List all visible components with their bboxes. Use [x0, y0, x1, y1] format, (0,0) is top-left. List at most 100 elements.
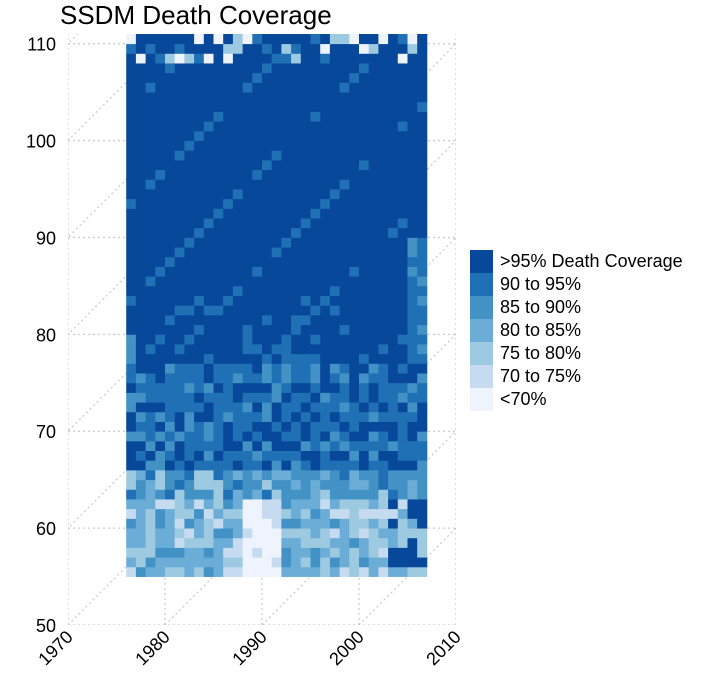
heatmap-cell — [194, 431, 205, 442]
heatmap-cell — [223, 82, 234, 93]
heatmap-cell — [407, 227, 418, 238]
legend-swatch — [470, 342, 493, 365]
heatmap-cell — [194, 314, 205, 326]
heatmap-cell — [417, 489, 428, 500]
heatmap-cell — [417, 43, 428, 54]
heatmap-cell — [203, 72, 214, 83]
heatmap-cell — [329, 537, 340, 548]
heatmap-cell — [145, 334, 156, 345]
heatmap-cell — [339, 353, 350, 364]
heatmap-cell — [339, 237, 350, 248]
heatmap-cell — [194, 421, 205, 432]
heatmap-cell — [232, 363, 243, 374]
heatmap-cell — [262, 159, 273, 171]
heatmap-cell — [232, 344, 243, 355]
heatmap-cell — [407, 43, 418, 54]
heatmap-cell — [417, 499, 428, 510]
heatmap-cell — [135, 169, 146, 180]
heatmap-cell — [388, 150, 399, 161]
heatmap-cell — [300, 324, 311, 335]
heatmap-cell — [417, 479, 428, 490]
heatmap-cell — [368, 169, 379, 180]
heatmap-cell — [213, 72, 224, 83]
heatmap-cell — [242, 566, 253, 577]
heatmap-cell — [194, 189, 205, 200]
heatmap-cell — [397, 450, 408, 461]
heatmap-cell — [203, 547, 214, 558]
heatmap-cell — [155, 72, 166, 83]
heatmap-cell — [135, 285, 146, 296]
heatmap-cell — [213, 169, 224, 180]
heatmap-cell — [155, 421, 166, 432]
heatmap-cell — [397, 179, 408, 190]
heatmap-cell — [368, 237, 379, 248]
heatmap-cell — [349, 169, 360, 180]
heatmap-cell — [184, 237, 195, 248]
heatmap-cell — [223, 469, 234, 481]
heatmap-cell — [165, 237, 176, 248]
heatmap-cell — [310, 43, 321, 54]
heatmap-cell — [339, 344, 350, 355]
heatmap-cell — [242, 34, 253, 45]
heatmap-cell — [378, 34, 389, 45]
heatmap-cell — [271, 198, 282, 209]
heatmap-cell — [300, 528, 311, 539]
heatmap-cell — [359, 53, 370, 64]
heatmap-cell — [329, 208, 340, 219]
heatmap-cell — [194, 101, 205, 112]
heatmap-cell — [310, 528, 321, 539]
heatmap-cell — [174, 218, 185, 229]
heatmap-cell — [262, 392, 273, 403]
heatmap-cell — [397, 198, 408, 209]
heatmap-cell — [223, 344, 234, 355]
heatmap-cell — [262, 363, 273, 374]
heatmap-cell — [126, 421, 137, 432]
heatmap-cell — [203, 169, 214, 180]
heatmap-cell — [126, 101, 137, 112]
heatmap-cell — [262, 508, 273, 519]
heatmap-cell — [291, 518, 302, 529]
heatmap-cell — [310, 450, 321, 461]
heatmap-cell — [417, 537, 428, 548]
heatmap-cell — [281, 431, 292, 442]
heatmap-cell — [135, 324, 146, 335]
heatmap-cell — [203, 266, 214, 277]
heatmap-cell — [155, 218, 166, 229]
heatmap-cell — [126, 227, 137, 238]
heatmap-cell — [368, 227, 379, 238]
heatmap-cell — [359, 402, 370, 413]
heatmap-cell — [300, 537, 311, 548]
heatmap-cell — [417, 440, 428, 452]
heatmap-cell — [300, 72, 311, 83]
heatmap-cell — [223, 479, 234, 490]
heatmap-cell — [126, 247, 137, 258]
heatmap-cell — [184, 508, 195, 519]
heatmap-cell — [135, 34, 146, 45]
heatmap-cell — [300, 499, 311, 510]
heatmap-cell — [320, 411, 331, 422]
heatmap-cell — [281, 489, 292, 500]
heatmap-cell — [349, 431, 360, 442]
heatmap-cell — [388, 469, 399, 481]
heatmap-cell — [388, 130, 399, 141]
heatmap-cell — [174, 392, 185, 403]
heatmap-cell — [291, 140, 302, 151]
heatmap-cell — [329, 276, 340, 287]
heatmap-cell — [281, 295, 292, 306]
heatmap-cell — [271, 421, 282, 432]
heatmap-cell — [397, 508, 408, 519]
heatmap-cell — [397, 314, 408, 326]
heatmap-cell — [165, 101, 176, 112]
heatmap-cell — [378, 72, 389, 83]
heatmap-cell — [407, 121, 418, 132]
heatmap-cell — [184, 169, 195, 180]
heatmap-cell — [242, 431, 253, 442]
heatmap-cell — [242, 150, 253, 161]
heatmap-cell — [135, 518, 146, 529]
heatmap-cell — [359, 198, 370, 209]
heatmap-cell — [145, 344, 156, 355]
heatmap-cell — [135, 479, 146, 490]
heatmap-cell — [349, 266, 360, 277]
heatmap-cell — [329, 566, 340, 577]
heatmap-cell — [174, 169, 185, 180]
